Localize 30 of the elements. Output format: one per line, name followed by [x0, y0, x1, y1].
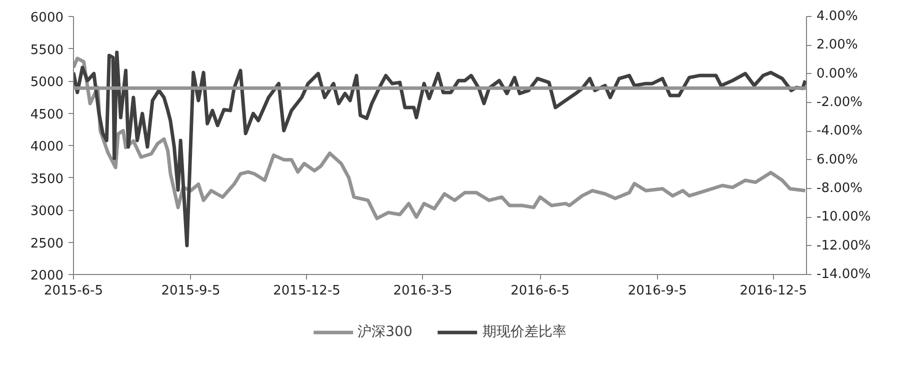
y-tick-label: 3000 — [30, 204, 64, 219]
y2-tick-label: -10.00% — [816, 210, 871, 225]
y2-tick-label: -8.00% — [816, 181, 862, 196]
y-tick-label: 5000 — [30, 75, 64, 90]
line-series — [74, 50, 806, 248]
legend-label: 沪深300 — [358, 323, 412, 341]
y-tick-label: 4000 — [30, 140, 64, 154]
y-tick-label: 4500 — [30, 107, 64, 122]
y-tick-label: 6000 — [30, 10, 64, 26]
y2-tick-label: -14.00% — [816, 267, 871, 282]
x-tick-label: 2015-6-5 — [44, 284, 104, 298]
line-series — [74, 56, 806, 220]
y-tick-label: 5500 — [30, 42, 64, 58]
x-tick-label: 2016-6-5 — [510, 284, 570, 298]
x-tick-label: 2015-12-5 — [273, 284, 340, 298]
y2-tick-label: -2.00% — [816, 95, 862, 110]
y2-tick-label: 4.00% — [816, 9, 858, 24]
y-tick-label: 3500 — [30, 172, 64, 187]
x-tick-label: 2015-9-5 — [161, 284, 220, 298]
x-tick-label: 2016-12-5 — [740, 284, 807, 298]
x-tick-label: 2016-9-5 — [628, 284, 687, 298]
legend-label: 期现价差比率 — [482, 323, 566, 341]
y2-tick-label: 0.00% — [816, 66, 858, 82]
y-tick-label: 2000 — [30, 268, 64, 284]
y-tick-label: 2500 — [30, 236, 64, 252]
y2-tick-label: -4.00% — [816, 124, 862, 139]
y2-tick-label: -12.00% — [816, 238, 871, 254]
x-tick-label: 2016-3-5 — [393, 284, 452, 298]
y2-tick-label: 6.00% — [816, 152, 858, 168]
y2-tick-label: 2.00% — [816, 38, 858, 53]
